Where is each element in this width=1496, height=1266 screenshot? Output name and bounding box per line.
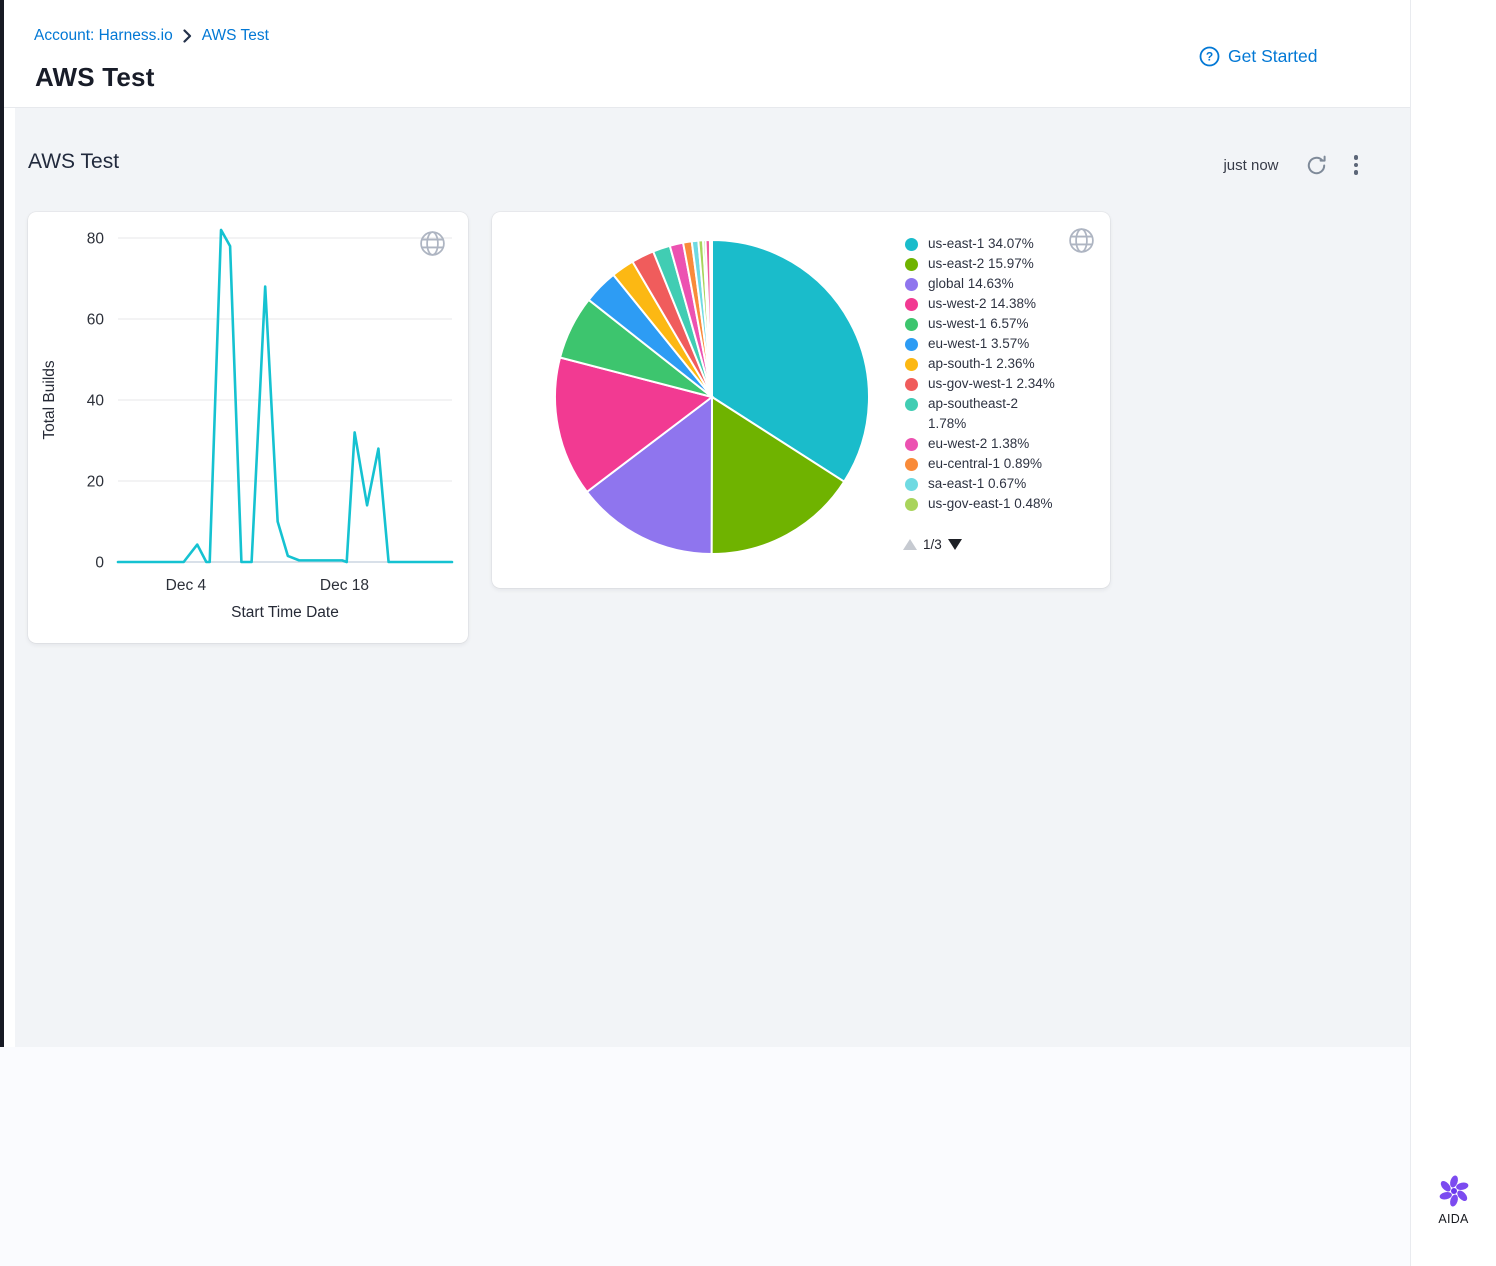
legend-label: us-east-1 34.07% — [928, 236, 1034, 251]
refresh-button[interactable] — [1305, 154, 1328, 177]
dashboard-controls: just now — [1223, 152, 1358, 178]
total-builds-line-chart: 0 20 40 60 80 Dec 4 Dec 18 Start Time Date Total… — [41, 228, 454, 621]
legend-item-ap-south-1[interactable]: ap-south-1 2.36% — [905, 354, 1055, 374]
legend-label: sa-east-1 0.67% — [928, 476, 1027, 491]
pie-slice[interactable] — [708, 238, 713, 398]
legend-label: us-west-2 14.38% — [928, 296, 1037, 311]
y-tick-label: 0 — [95, 555, 104, 572]
legend-item-us-east-1[interactable]: us-east-1 34.07% — [905, 234, 1055, 254]
x-tick-label: Dec 18 — [320, 577, 369, 594]
legend-label: us-gov-west-1 2.34% — [928, 376, 1055, 391]
total-builds-chart-card: 0 20 40 60 80 Dec 4 Dec 18 Start Time Date Total… — [28, 212, 468, 643]
legend-dot — [905, 437, 918, 451]
pie-slice-us-west-2[interactable] — [554, 356, 715, 494]
breadcrumb-page-link[interactable]: AWS Test — [201, 27, 269, 44]
dashboard-title: AWS Test — [28, 150, 120, 173]
pie-slice-us-east-2[interactable] — [710, 395, 846, 556]
legend-page-up-icon[interactable] — [903, 539, 917, 550]
regions-pie-chart — [554, 238, 870, 556]
legend-page-down-icon[interactable] — [947, 539, 962, 550]
legend-dot — [905, 377, 918, 391]
y-tick-label: 80 — [87, 231, 105, 248]
help-question-icon: ? — [1199, 46, 1220, 67]
legend-label: ap-southeast-2 1.78% — [928, 396, 1019, 431]
legend-item-us-west-1[interactable]: us-west-1 6.57% — [905, 314, 1055, 334]
aida-flower-icon — [1436, 1174, 1471, 1208]
legend-item-eu-central-1[interactable]: eu-central-1 0.89% — [905, 454, 1055, 474]
legend-dot — [905, 497, 918, 511]
legend-dot — [905, 297, 918, 311]
chevron-right-icon — [183, 29, 192, 43]
legend-label: eu-west-1 3.57% — [928, 336, 1030, 351]
legend-item-sa-east-1[interactable]: sa-east-1 0.67% — [905, 474, 1055, 494]
legend-label: us-gov-east-1 0.48% — [928, 496, 1053, 511]
legend-item-global[interactable]: global 14.63% — [905, 274, 1055, 294]
pie-legend: us-east-1 34.07% us-east-2 15.97% global 1… — [905, 234, 1055, 540]
legend-item-us-west-2[interactable]: us-west-2 14.38% — [905, 294, 1055, 314]
right-rail: AIDA — [1410, 0, 1496, 1266]
legend-item-us-gov-east-1[interactable]: us-gov-east-1 0.48% — [905, 494, 1055, 514]
legend-dot — [905, 277, 918, 291]
legend-item-us-east-2[interactable]: us-east-2 15.97% — [905, 254, 1055, 274]
globe-icon[interactable] — [418, 229, 447, 263]
kebab-menu-button[interactable] — [1353, 155, 1358, 175]
get-started-button[interactable]: ? Get Started — [1199, 46, 1318, 67]
breadcrumb: Account: Harness.io AWS Test — [34, 27, 269, 45]
legend-dot — [905, 237, 918, 251]
last-refreshed-label: just now — [1223, 156, 1279, 174]
pie-slice-global[interactable] — [585, 394, 714, 556]
legend-page-label: 1/3 — [923, 537, 942, 552]
top-header: Account: Harness.io AWS Test AWS Test ? … — [0, 0, 1496, 108]
legend-item-eu-west-2[interactable]: eu-west-2 1.38% — [905, 434, 1055, 454]
legend-label: us-east-2 15.97% — [928, 256, 1034, 271]
x-axis-title: Start Time Date — [231, 604, 339, 621]
page-footer-area — [0, 1047, 1410, 1266]
y-axis-title: Total Builds — [41, 360, 58, 440]
legend-label: global 14.63% — [928, 276, 1014, 291]
legend-dot — [905, 317, 918, 331]
legend-label: us-west-1 6.57% — [928, 316, 1029, 331]
page-title: AWS Test — [35, 62, 155, 92]
legend-label: eu-west-2 1.38% — [928, 436, 1030, 451]
legend-dot — [905, 477, 918, 491]
regions-pie-chart-card: us-east-1 34.07% us-east-2 15.97% global 1… — [492, 212, 1110, 588]
legend-pagination: 1/3 — [903, 537, 962, 552]
legend-dot — [905, 257, 918, 271]
legend-item-ap-southeast-2[interactable]: ap-southeast-2 1.78% — [905, 394, 1055, 434]
legend-item-us-gov-west-1[interactable]: us-gov-west-1 2.34% — [905, 374, 1055, 394]
y-tick-label: 20 — [87, 474, 105, 491]
total-builds-series-line — [116, 228, 454, 564]
get-started-label: Get Started — [1228, 46, 1318, 66]
legend-item-eu-west-1[interactable]: eu-west-1 3.57% — [905, 334, 1055, 354]
legend-dot — [905, 357, 918, 371]
dashboard-canvas: AWS Test just now 0 20 40 60 80 Dec 4 Dec 18 St… — [15, 108, 1410, 1047]
legend-dot — [905, 397, 918, 411]
legend-label: ap-south-1 2.36% — [928, 356, 1035, 371]
breadcrumb-account-link[interactable]: Account: Harness.io — [34, 27, 173, 44]
legend-dot — [905, 457, 918, 471]
y-tick-label: 40 — [87, 393, 105, 410]
aida-widget[interactable]: AIDA — [1411, 1174, 1496, 1226]
svg-text:?: ? — [1206, 50, 1213, 64]
y-tick-label: 60 — [87, 312, 105, 329]
legend-dot — [905, 337, 918, 351]
x-tick-label: Dec 4 — [166, 577, 207, 594]
legend-label: eu-central-1 0.89% — [928, 456, 1043, 471]
collapsed-nav-edge — [0, 0, 4, 1047]
aida-label: AIDA — [1438, 1212, 1469, 1226]
globe-icon[interactable] — [1067, 226, 1096, 260]
